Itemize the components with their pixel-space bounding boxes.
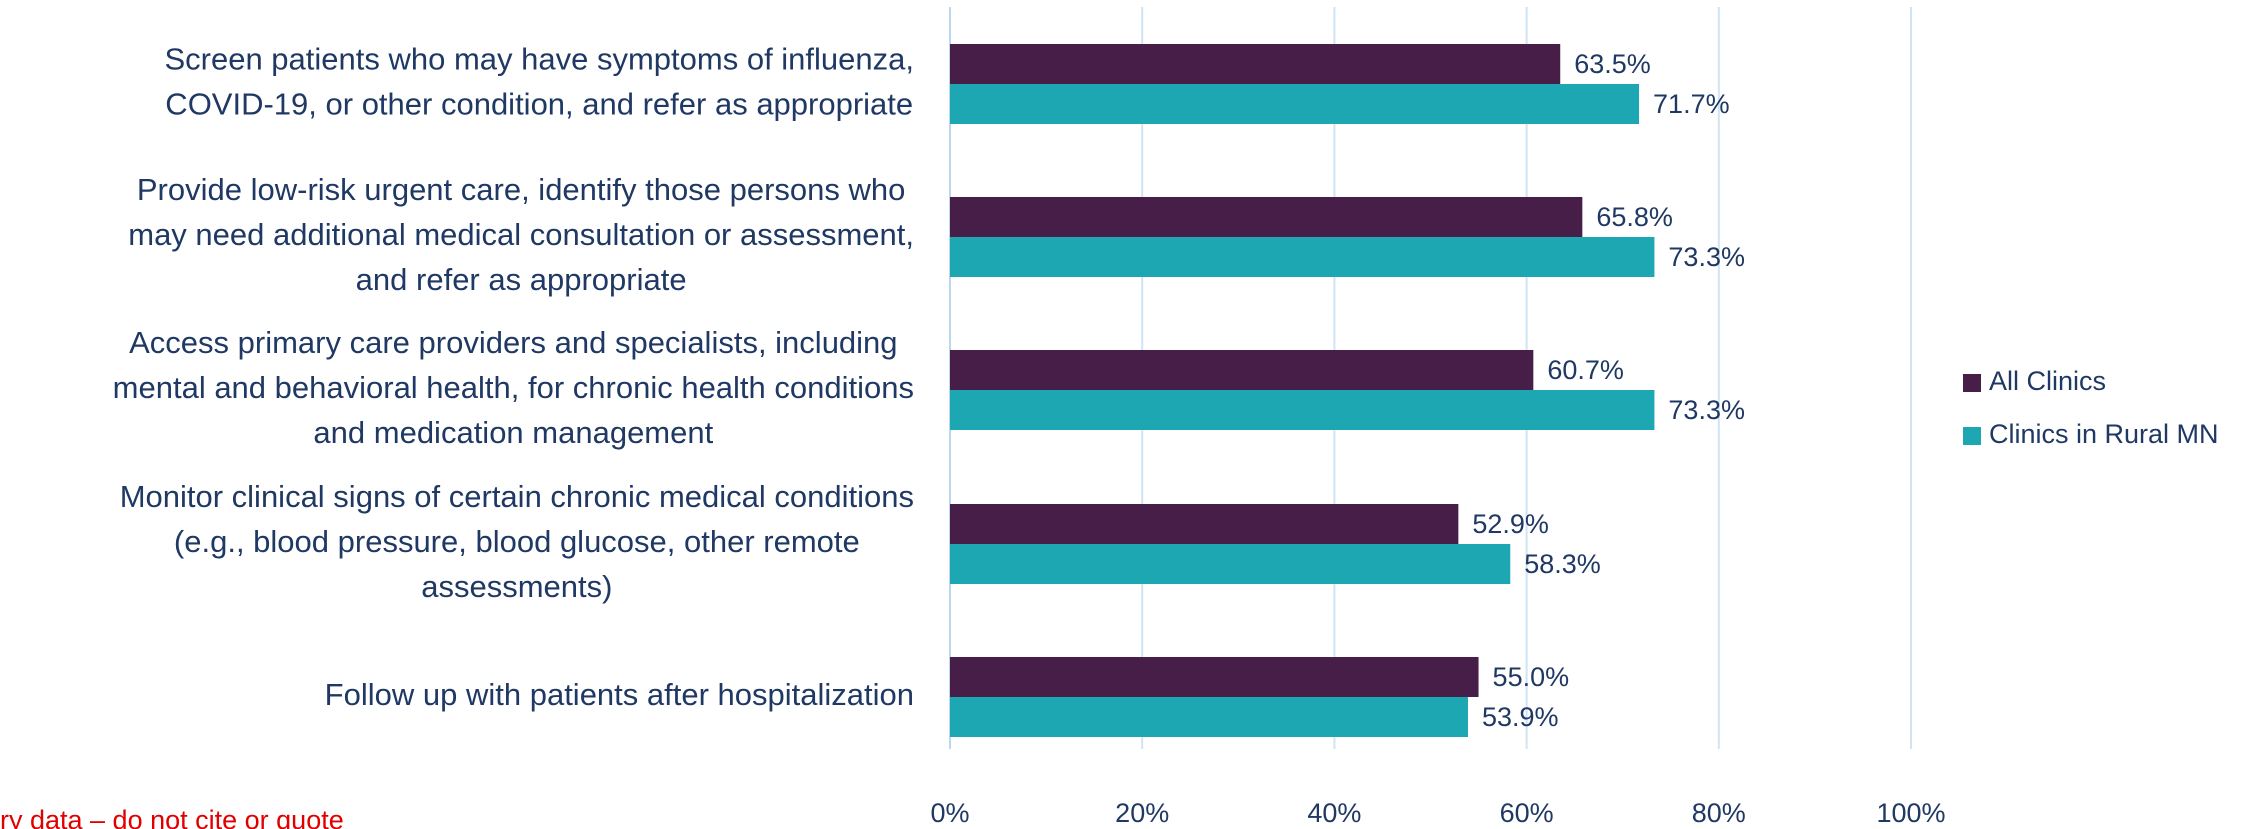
data-label: 71.7%: [1653, 89, 1730, 119]
category-label: Provide low-risk urgent care, identify t…: [128, 172, 914, 297]
category-label-line: Access primary care providers and specia…: [129, 325, 897, 360]
data-label: 53.9%: [1482, 702, 1559, 732]
data-label: 55.0%: [1493, 662, 1570, 692]
data-label: 73.3%: [1668, 242, 1745, 272]
x-tick-label: 40%: [1307, 798, 1361, 828]
category-label-line: may need additional medical consultation…: [128, 217, 914, 252]
bar: [950, 237, 1655, 277]
x-tick-label: 20%: [1115, 798, 1169, 828]
data-label: 73.3%: [1668, 395, 1745, 425]
bar: [950, 350, 1534, 390]
data-label: 58.3%: [1524, 549, 1601, 579]
bar: [950, 197, 1583, 237]
category-label-line: Screen patients who may have symptoms of…: [164, 42, 914, 77]
bar: [950, 44, 1561, 84]
bar: [950, 697, 1468, 737]
category-label-line: assessments): [421, 569, 612, 604]
category-label: Monitor clinical signs of certain chroni…: [120, 479, 914, 604]
legend-swatch: [1963, 374, 1981, 392]
data-label: 65.8%: [1596, 202, 1673, 232]
category-label-line: Monitor clinical signs of certain chroni…: [120, 479, 914, 514]
category-label: Follow up with patients after hospitaliz…: [325, 677, 914, 712]
category-label: Access primary care providers and specia…: [113, 325, 914, 450]
legend-label: All Clinics: [1989, 366, 2106, 396]
x-tick-label: 100%: [1876, 798, 1945, 828]
bar: [950, 390, 1655, 430]
legend-label: Clinics in Rural MN: [1989, 419, 2219, 449]
legend-swatch: [1963, 427, 1981, 445]
x-tick-label: 80%: [1692, 798, 1746, 828]
category-label-line: Provide low-risk urgent care, identify t…: [137, 172, 905, 207]
category-label: Screen patients who may have symptoms of…: [164, 42, 914, 122]
annotation: ry data – do not cite or quote: [0, 805, 344, 829]
category-label-line: COVID-19, or other condition, and refer …: [165, 87, 913, 122]
bar: [950, 544, 1511, 584]
x-tick-label: 0%: [930, 798, 969, 828]
bar: [950, 504, 1459, 544]
data-label: 63.5%: [1574, 49, 1651, 79]
data-label: 52.9%: [1472, 509, 1549, 539]
category-label-line: mental and behavioral health, for chroni…: [113, 370, 914, 405]
category-label-line: and medication management: [313, 415, 713, 450]
bar: [950, 657, 1479, 697]
category-label-line: Follow up with patients after hospitaliz…: [325, 677, 914, 712]
category-label-line: and refer as appropriate: [356, 262, 687, 297]
data-label: 60.7%: [1547, 355, 1624, 385]
x-tick-label: 60%: [1500, 798, 1554, 828]
category-label-line: (e.g., blood pressure, blood glucose, ot…: [174, 524, 860, 559]
bar: [950, 84, 1640, 124]
